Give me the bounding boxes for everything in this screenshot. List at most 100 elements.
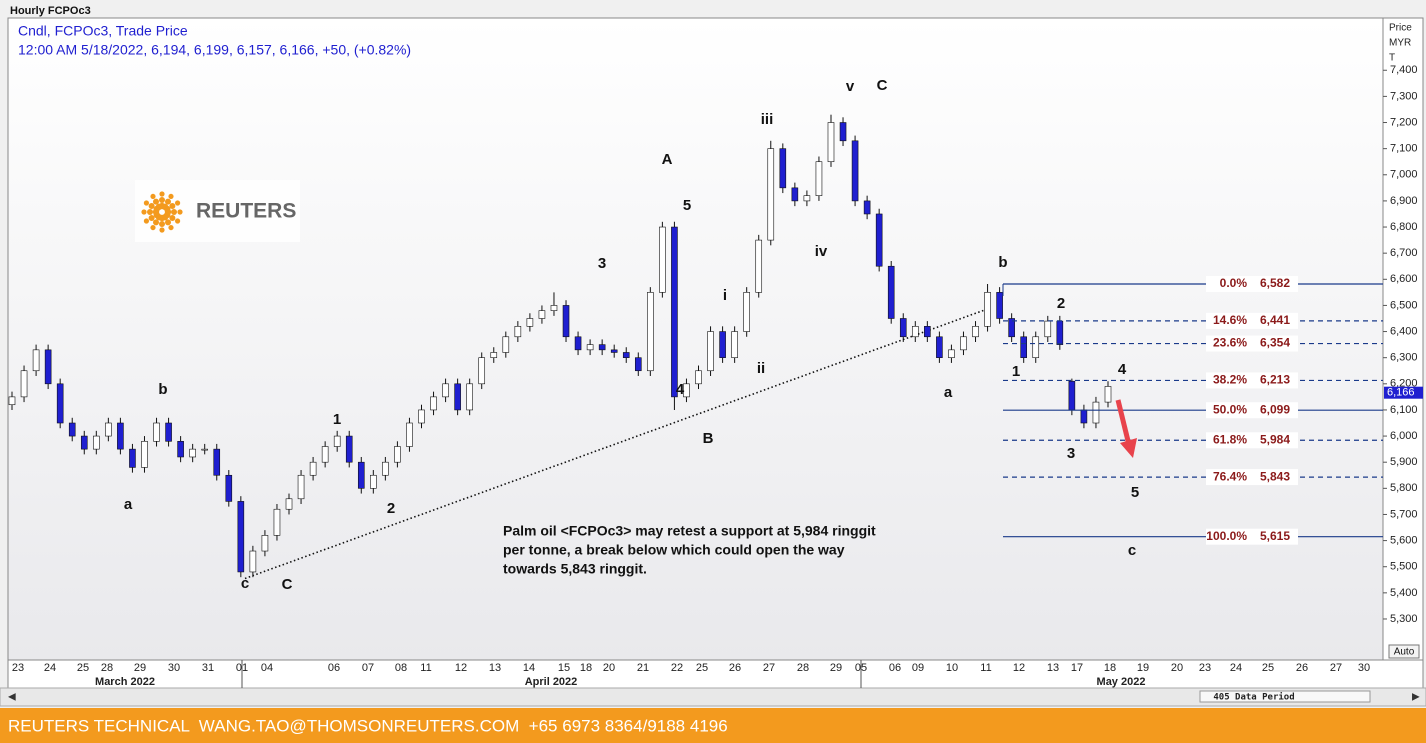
- candle-body: [839, 122, 847, 142]
- x-tick-label: 30: [168, 662, 180, 674]
- logo-text: REUTERS: [196, 200, 296, 223]
- candle-body: [779, 148, 787, 189]
- auto-label[interactable]: Auto: [1394, 647, 1415, 658]
- x-tick-label: 29: [134, 662, 146, 674]
- y-tick-label: 5,400: [1390, 587, 1418, 599]
- x-tick-label: 19: [1137, 662, 1149, 674]
- candle-body: [815, 161, 823, 196]
- candle-body: [791, 187, 799, 202]
- y-tick-label: 7,100: [1390, 143, 1418, 155]
- y-tick-label: 6,100: [1390, 404, 1418, 416]
- candle-body: [249, 550, 257, 573]
- x-tick-label: 12: [455, 662, 467, 674]
- x-tick-label: 20: [1171, 662, 1183, 674]
- candle-body: [32, 349, 40, 372]
- candle-body: [189, 448, 196, 458]
- candle-body: [526, 318, 534, 327]
- trendline: [244, 307, 991, 580]
- candle-body: [237, 501, 245, 573]
- fib-value: 6,441: [1260, 313, 1290, 327]
- last-price-box: [1384, 386, 1423, 399]
- scroll-thumb[interactable]: [1199, 690, 1371, 703]
- logo-dot: [141, 209, 147, 215]
- x-tick-label: 13: [489, 662, 501, 674]
- wave-label: b: [158, 381, 167, 398]
- fib-ratio: 0.0%: [1220, 276, 1248, 290]
- candle-body: [93, 435, 100, 450]
- arrow-head: [1120, 438, 1137, 458]
- wave-label: 3: [1067, 445, 1075, 462]
- logo-dot: [147, 209, 153, 215]
- chart-title: Hourly FCPOc3: [10, 5, 91, 17]
- candle-body: [382, 461, 389, 476]
- wave-label: v: [846, 78, 855, 95]
- logo-dot: [143, 218, 150, 224]
- fib-label-bg: [1206, 528, 1298, 545]
- candle-body: [285, 498, 293, 510]
- x-tick-label: 31: [202, 662, 214, 674]
- candle-body: [827, 122, 835, 163]
- fib-ratio: 14.6%: [1213, 313, 1247, 327]
- candle-body: [309, 461, 317, 476]
- y-tick-label: 5,900: [1390, 456, 1418, 468]
- axis-header: MYR: [1389, 38, 1411, 49]
- quote-line: 12:00 AM 5/18/2022, 6,194, 6,199, 6,157,…: [18, 42, 411, 58]
- axis-header: Price: [1389, 23, 1412, 34]
- candle-body: [598, 344, 606, 351]
- x-tick-label: 06: [889, 662, 901, 674]
- candle-body: [574, 336, 582, 351]
- candle-body: [273, 508, 281, 536]
- logo-dot: [148, 203, 155, 209]
- logo-dot: [165, 219, 171, 226]
- candle-body: [345, 435, 353, 463]
- scroll-right[interactable]: ▶: [1412, 692, 1420, 703]
- candle-body: [550, 305, 558, 311]
- wave-label: a: [944, 384, 953, 401]
- candle-body: [418, 409, 425, 424]
- y-tick-label: 5,600: [1390, 534, 1418, 546]
- auto-button[interactable]: [1388, 644, 1420, 659]
- scroll-left[interactable]: ◀: [8, 692, 16, 703]
- fib-label-bg: [1206, 335, 1298, 352]
- x-tick-label: 12: [1013, 662, 1025, 674]
- wave-label: 5: [1131, 484, 1139, 501]
- footer-bar: [0, 708, 1426, 743]
- x-tick-label: 22: [671, 662, 683, 674]
- y-tick-label: 6,400: [1390, 325, 1418, 337]
- y-tick-label: 6,300: [1390, 352, 1418, 364]
- candle-body: [1080, 409, 1088, 424]
- x-tick-label: 07: [362, 662, 374, 674]
- month-label: March 2022: [95, 676, 155, 688]
- x-tick-label: 10: [946, 662, 958, 674]
- fib-value: 6,099: [1260, 402, 1290, 416]
- wave-label: i: [723, 287, 727, 304]
- logo-dot: [168, 193, 174, 200]
- logo-dot: [159, 221, 165, 227]
- candle-body: [20, 370, 28, 398]
- logo-dot: [169, 203, 176, 209]
- wave-label: 3: [598, 255, 606, 272]
- scrollbar[interactable]: [0, 687, 1426, 707]
- logo-dot: [169, 215, 176, 221]
- x-tick-label: 18: [580, 662, 592, 674]
- fib-ratio: 76.4%: [1213, 469, 1247, 483]
- fib-label-bg: [1206, 402, 1298, 419]
- candle-body: [430, 396, 437, 411]
- fib-value: 5,984: [1260, 432, 1290, 446]
- candle-body: [225, 474, 233, 502]
- y-tick-label: 6,000: [1390, 430, 1418, 442]
- x-tick-label: 24: [44, 662, 56, 674]
- wave-label: C: [877, 77, 888, 94]
- candle-body: [887, 265, 895, 319]
- wave-label: 4: [1118, 361, 1127, 378]
- y-tick-label: 6,700: [1390, 247, 1418, 259]
- candle-body: [972, 326, 979, 338]
- fib-label-bg: [1206, 312, 1298, 329]
- candle-body: [357, 461, 365, 489]
- candle-body: [659, 226, 666, 293]
- y-tick-label: 7,400: [1390, 64, 1418, 76]
- fib-label-bg: [1206, 275, 1298, 292]
- candle-body: [333, 435, 341, 447]
- candle-body: [394, 446, 401, 463]
- y-tick-label: 5,700: [1390, 508, 1418, 520]
